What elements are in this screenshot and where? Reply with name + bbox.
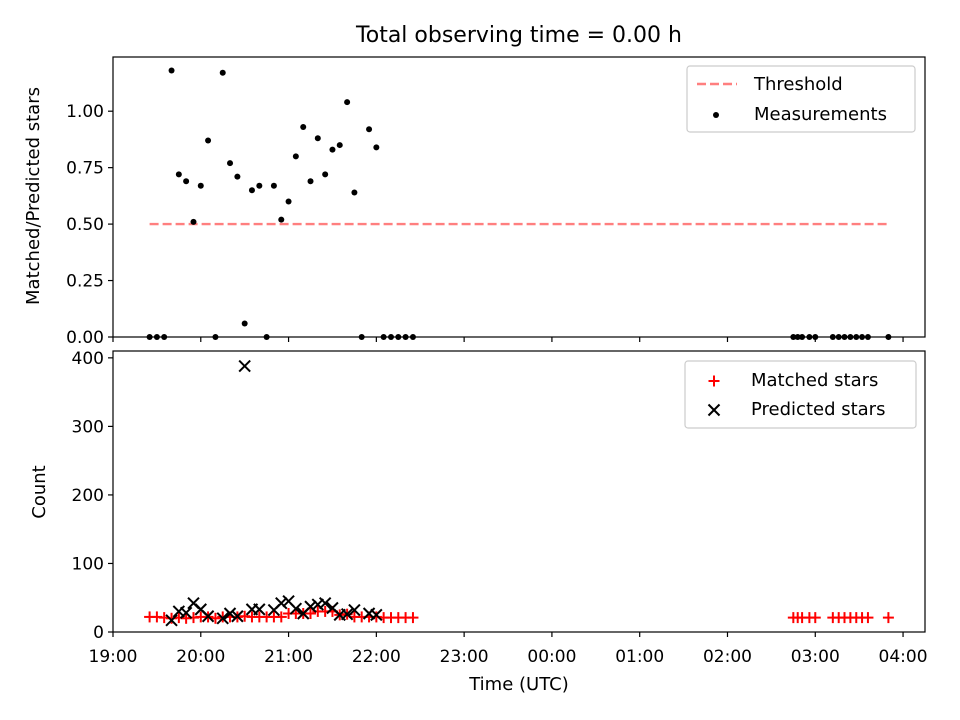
x-tick-label: 23:00 xyxy=(440,647,489,667)
matched-star-point xyxy=(882,612,894,624)
predicted-star-point xyxy=(216,612,229,625)
bottom-y-tick-label: 200 xyxy=(72,486,104,506)
bottom-y-tick-label: 400 xyxy=(72,349,104,369)
bottom-y-tick-label: 100 xyxy=(72,554,104,574)
matched-star-point xyxy=(209,612,221,624)
measurement-point xyxy=(278,216,285,223)
bottom-axes-frame xyxy=(112,350,926,633)
measurement-point xyxy=(168,67,175,74)
predicted-star-point xyxy=(289,602,303,615)
predicted-star-point xyxy=(231,610,244,623)
measurement-point xyxy=(314,135,321,142)
bottom-legend: Matched stars Predicted stars xyxy=(684,360,917,429)
x-tick-label: 01:00 xyxy=(615,647,664,667)
measurement-point xyxy=(190,218,197,225)
top-y-tick-label: 0.75 xyxy=(66,159,104,179)
predicted-star-point xyxy=(348,603,361,617)
bottom-plot-area xyxy=(144,359,894,627)
measurement-point xyxy=(285,198,292,205)
legend-threshold-label: Threshold xyxy=(753,74,843,95)
top-y-axis-label: Matched/Predicted stars xyxy=(23,87,44,305)
predicted-star-point xyxy=(318,597,332,610)
measurement-point xyxy=(183,178,190,185)
legend-predicted-label: Predicted stars xyxy=(751,399,885,420)
predicted-star-point xyxy=(165,614,178,627)
measurement-point xyxy=(234,173,241,180)
measurement-point xyxy=(373,144,380,151)
predicted-star-point xyxy=(223,607,237,620)
legend-matched-label: Matched stars xyxy=(751,370,878,391)
measurement-point xyxy=(322,171,329,178)
measurement-point xyxy=(227,160,234,167)
measurement-point xyxy=(366,126,373,133)
x-tick-label: 19:00 xyxy=(89,647,138,667)
bottom-y-ticks: 0 100 200 300 400 xyxy=(72,349,113,643)
matched-star-point xyxy=(809,612,821,624)
x-axis-label: Time (UTC) xyxy=(468,674,569,695)
x-tick-label: 02:00 xyxy=(703,647,752,667)
top-y-tick-label: 0.00 xyxy=(66,328,104,348)
x-tick-label: 04:00 xyxy=(879,647,928,667)
top-plot-area xyxy=(146,67,892,340)
bottom-y-tick-label: 0 xyxy=(93,623,104,643)
top-y-tick-label: 0.50 xyxy=(66,215,104,235)
top-y-ticks: 0.00 0.25 0.50 0.75 1.00 xyxy=(66,102,113,348)
measurement-point xyxy=(197,182,204,189)
measurement-point xyxy=(219,69,226,76)
legend-matched-swatch xyxy=(708,375,720,387)
legend-measurements-swatch xyxy=(713,112,719,118)
chart-title: Total observing time = 0.00 h xyxy=(355,23,682,48)
predicted-star-point xyxy=(253,603,266,616)
top-y-tick-label: 0.25 xyxy=(66,272,104,292)
predicted-star-point xyxy=(275,597,288,610)
measurement-point xyxy=(351,189,358,196)
x-tick-label: 20:00 xyxy=(176,647,225,667)
bottom-y-axis-label: Count xyxy=(29,465,50,518)
legend-frame xyxy=(684,360,917,429)
predicted-star-point xyxy=(370,608,383,622)
matched-star-point xyxy=(407,612,419,624)
measurement-point xyxy=(248,187,255,194)
matched-star-point xyxy=(305,607,317,619)
x-tick-label: 21:00 xyxy=(264,647,313,667)
top-legend: Threshold Measurements xyxy=(686,65,916,133)
measurement-point xyxy=(292,153,299,160)
matched-star-point xyxy=(862,612,874,624)
measurement-point xyxy=(300,124,307,130)
legend-measurements-label: Measurements xyxy=(754,104,887,125)
bottom-y-tick-label: 300 xyxy=(72,417,104,437)
predicted-star-point xyxy=(304,600,317,613)
top-y-tick-label: 1.00 xyxy=(66,102,104,122)
legend-predicted-swatch xyxy=(707,403,721,417)
predicted-star-point xyxy=(179,606,193,620)
measurement-point xyxy=(329,146,336,153)
predicted-star-point xyxy=(238,359,251,373)
measurement-point xyxy=(241,320,248,327)
matched-star-point xyxy=(275,611,287,623)
x-tick-label: 00:00 xyxy=(527,647,576,667)
measurement-point xyxy=(336,142,343,149)
top-axes-frame xyxy=(112,56,926,338)
measurement-point xyxy=(307,178,314,185)
measurement-point xyxy=(270,182,277,189)
measurement-point xyxy=(344,99,351,106)
top-x-ticks xyxy=(112,337,904,342)
predicted-star-point xyxy=(340,607,354,621)
bottom-axes: Count Time (UTC) 0 100 200 300 400 19:00 20:0… xyxy=(29,349,928,695)
bottom-x-ticks: 19:00 20:00 21:00 22:00 23:00 00:00 01:00 02:00… xyxy=(89,632,928,667)
x-tick-label: 03:00 xyxy=(791,647,840,667)
x-tick-label: 22:00 xyxy=(352,647,401,667)
measurement-point xyxy=(256,182,263,189)
measurement-point xyxy=(205,137,212,144)
predicted-star-point xyxy=(201,610,215,623)
top-axes: Total observing time = 0.00 h Matched/Pr… xyxy=(23,23,926,348)
measurement-point xyxy=(175,171,182,178)
legend-frame xyxy=(686,65,916,133)
